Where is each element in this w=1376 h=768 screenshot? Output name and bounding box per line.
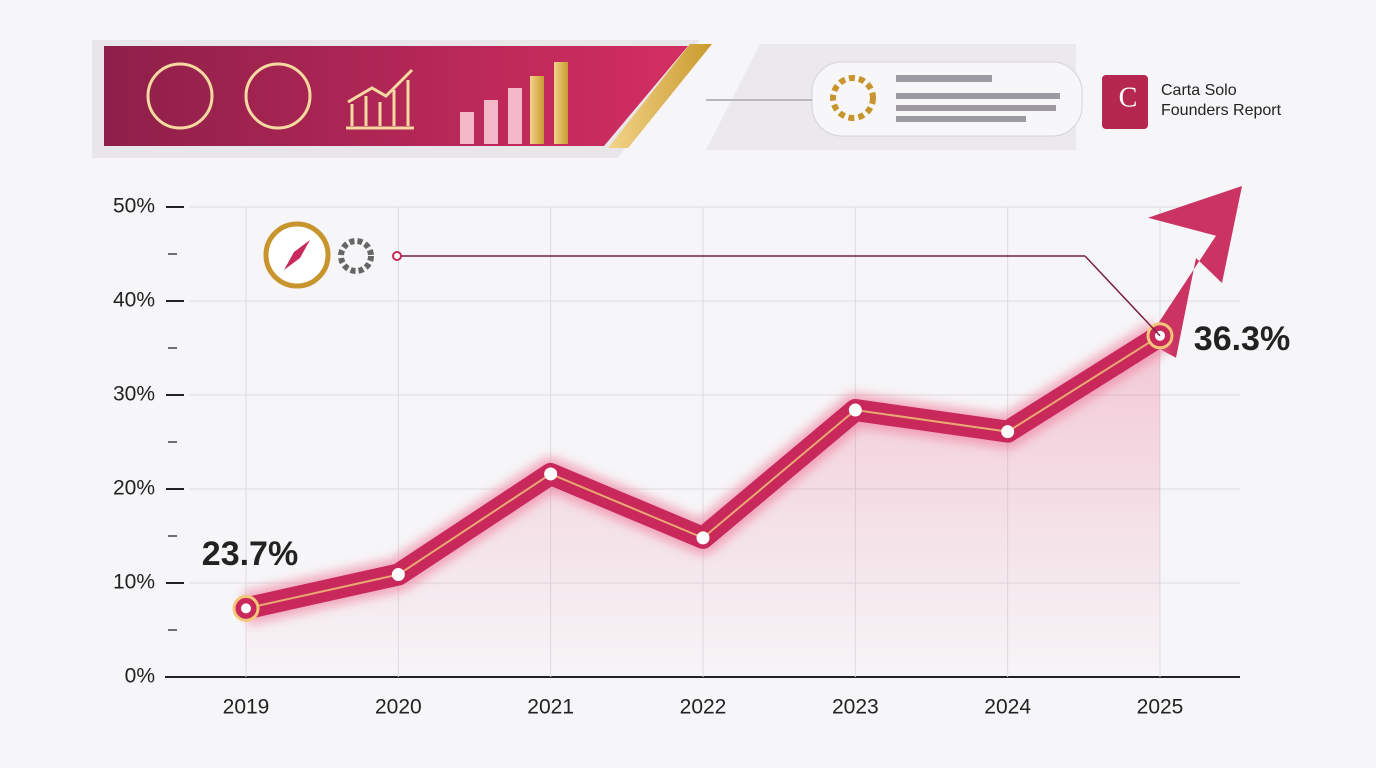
- banner-stripe: [608, 44, 712, 148]
- point: [391, 568, 405, 582]
- brand-letter: C: [1119, 82, 1138, 113]
- point: [696, 531, 710, 545]
- annotation: 36.3%: [1194, 320, 1290, 358]
- leader-dot: [392, 251, 402, 261]
- x-tick-label: 2025: [1137, 696, 1184, 719]
- x-tick-label: 2019: [223, 696, 270, 719]
- point: [1001, 425, 1015, 439]
- x-tick-label: 2023: [832, 696, 879, 719]
- text-placeholder: [896, 75, 1060, 122]
- y-tick-label: 30%: [113, 383, 155, 406]
- y-tick-label: 10%: [113, 571, 155, 594]
- brand-line: Founders Report: [1161, 102, 1282, 119]
- point: [848, 403, 862, 417]
- x-tick-label: 2024: [984, 696, 1031, 719]
- point-core: [241, 603, 251, 614]
- banner-bars-gold: [530, 62, 568, 144]
- y-tick-label: 40%: [113, 289, 155, 312]
- banner: [104, 46, 688, 146]
- point: [544, 467, 558, 481]
- compass-needle: [284, 240, 310, 270]
- brand-icon: [1102, 75, 1148, 129]
- banner-icons: [146, 62, 414, 130]
- x-tick-label: 2021: [527, 696, 574, 719]
- brand-line: Carta Solo: [1161, 82, 1237, 99]
- gear-icon: [338, 238, 374, 274]
- x-tick-label: 2020: [375, 696, 422, 719]
- y-tick-label: 20%: [113, 477, 155, 500]
- x-tick-label: 2022: [680, 696, 727, 719]
- leader: [1084, 255, 1161, 337]
- y-tick-label: 50%: [113, 195, 155, 218]
- gear-icon: [830, 75, 876, 121]
- y-tick-label: 0%: [125, 665, 155, 688]
- trend-arrow: [1146, 186, 1242, 358]
- annotation: 23.7%: [202, 535, 298, 573]
- banner-bars: [460, 88, 522, 144]
